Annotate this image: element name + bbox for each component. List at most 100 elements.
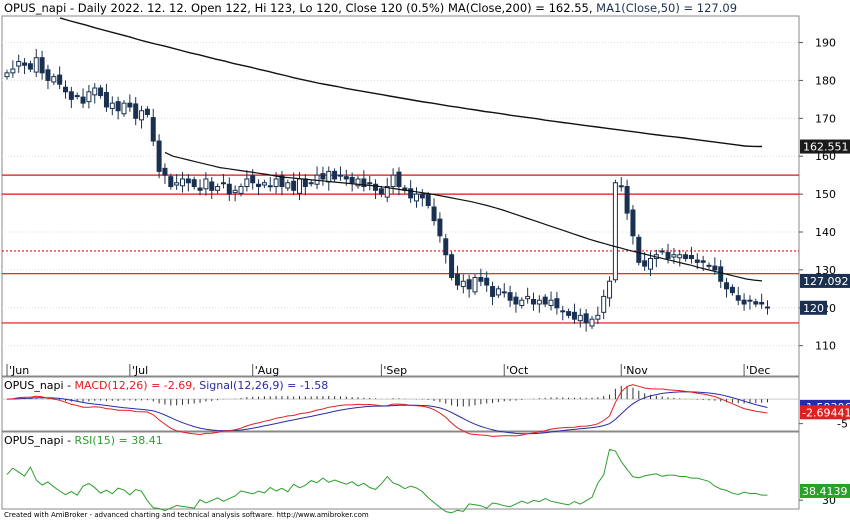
candle-down [554,298,560,309]
candle-down [507,292,513,301]
candle-up [232,189,238,194]
candle-down [642,260,648,267]
candle-down [583,313,589,324]
candle-up [238,186,244,194]
candle-up [285,182,291,189]
candle-down [156,140,162,172]
price-tick-label: 170 [815,112,836,125]
candle-down [630,209,636,237]
signal-line [6,391,768,435]
candle-down [127,102,133,108]
candle-down [759,301,765,305]
candle-up [92,87,98,96]
candle-up [414,193,419,202]
candle-down [45,69,51,81]
candle-down [618,185,624,188]
macd-pane-frame [1,376,800,432]
candle-down [185,178,191,184]
candle-up [203,178,209,190]
date-axis: 'Jun 'Jul 'Aug 'Sep 'Oct 'Nov 'Dec [6,364,770,377]
candle-down [361,178,367,188]
candle-up [10,68,16,74]
rsi-pane-frame [1,431,800,510]
candle-down [209,181,215,191]
candle-up [86,91,92,103]
rsi-last-label: 38.4139 [802,485,848,498]
candle-down [437,218,443,237]
candle-down [302,178,308,188]
candle-down [765,306,770,309]
candle-down [636,236,642,263]
candle-down [343,176,349,180]
candle-down [425,194,431,206]
candle-up [337,174,343,177]
price-tick-label: 110 [815,340,836,353]
candle-down [729,286,735,294]
candle-down [501,291,507,294]
candle-up [519,299,525,307]
candle-up [16,60,22,67]
candle-down [378,188,384,195]
date-tick-label: 'Aug [255,364,280,377]
candle-down [226,183,232,195]
rsi-line [6,448,768,514]
horizontal-levels [2,174,799,324]
candle-down [396,171,402,188]
ma50-line [164,151,763,282]
price-title: OPUS_napi - Daily 2022. 12. 12. Open 122… [4,1,737,15]
candle-up [577,314,583,322]
candle-down [712,265,718,271]
candle-up [589,318,595,327]
candle-down [484,277,490,286]
candle-up [607,280,613,299]
candle-down [718,266,724,282]
candle-down [197,187,203,191]
candle-down [466,279,472,290]
candle-up [121,102,127,115]
candle-down [753,301,759,305]
candle-down [454,273,460,286]
candle-down [27,63,33,70]
footer-credit: Created with AmiBroker - advanced charti… [4,511,369,519]
candle-down [291,180,297,191]
candle-down [571,311,577,320]
candle-up [180,178,185,187]
candle-up [390,174,396,188]
candle-down [144,108,150,116]
candle-down [267,185,273,188]
macd-line [6,384,768,437]
candle-down [250,175,256,184]
candle-down [706,264,712,267]
candle-down [349,176,355,184]
candle-down [560,310,566,313]
last-value-label: 127.092 [803,275,849,288]
last-value-label: 120 [803,302,824,315]
candle-up [297,178,302,194]
candle-down [332,170,338,180]
candle-down [542,296,548,305]
macd-pane: -5-1.58306-2.69441 [2,384,850,437]
candle-down [279,175,285,188]
candle-up [525,295,531,300]
candle-down [478,276,484,282]
candle-down [531,298,536,305]
candle-down [191,179,197,188]
candle-up [472,276,478,293]
candle-down [724,282,730,290]
candle-down [162,167,168,176]
last-value-label: 162.551 [803,141,849,154]
candle-up [244,178,250,188]
candle-up [648,258,653,270]
candle-up [261,182,267,186]
candle-down [700,260,706,263]
candle-down [449,254,455,278]
candle-up [747,299,753,302]
candle-down [735,295,741,301]
candle-up [33,57,39,73]
candle-up [460,280,466,288]
macd-last-label: -2.69441 [802,406,850,419]
date-tick-label: 'Dec [746,364,770,377]
candle-down [683,254,689,260]
price-candles [4,48,770,332]
